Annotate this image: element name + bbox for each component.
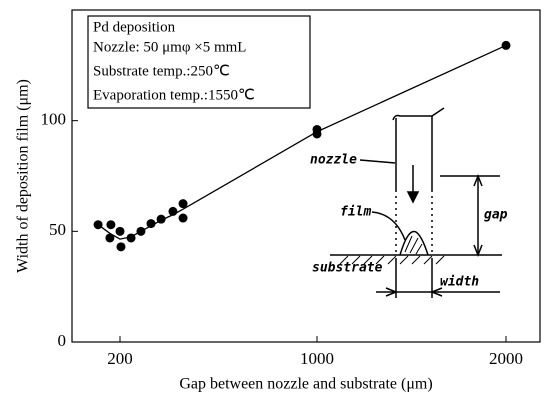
point xyxy=(312,129,322,139)
x-tick-label: 2000 xyxy=(489,349,523,368)
point xyxy=(105,233,115,243)
diagram-label: film xyxy=(340,205,371,220)
y-tick-label: 0 xyxy=(58,331,67,350)
annotation-box xyxy=(87,15,311,109)
x-tick-label: 1000 xyxy=(300,349,334,368)
line xyxy=(97,44,507,240)
annotation-line: Evaporation temp.:1550℃ xyxy=(93,87,255,103)
diagram-label: width xyxy=(440,275,479,290)
substrate-hatch xyxy=(339,255,445,265)
film-shape xyxy=(399,230,429,256)
diagram-label: substrate xyxy=(312,261,383,276)
x-tick-label: 200 xyxy=(107,349,133,368)
diagram xyxy=(330,107,502,298)
gap-arrowheads xyxy=(473,173,483,258)
pointer xyxy=(359,159,396,164)
point xyxy=(146,219,156,229)
pointer xyxy=(371,211,406,241)
point xyxy=(106,220,116,230)
diagram-label: nozzle xyxy=(310,153,357,168)
point xyxy=(178,199,188,209)
y-tick-label: 100 xyxy=(41,110,67,129)
x-axis-label: Gap between nozzle and substrate (μm) xyxy=(179,376,432,393)
point xyxy=(115,226,125,236)
y-tick-label: 50 xyxy=(49,220,66,239)
annotation-line: Nozzle: 50 μmφ ×5 mmL xyxy=(93,39,246,55)
y-axis-label: Width of deposition film (μm) xyxy=(15,79,32,273)
annotation-line: Pd deposition xyxy=(93,19,176,35)
diagram-label: gap xyxy=(484,208,508,223)
film-hatch xyxy=(404,235,423,255)
annotation-lines: Pd deposition Nozzle: 50 μmφ ×5 mmL Subs… xyxy=(93,19,255,103)
plot-frame xyxy=(71,9,541,343)
flow-arrowhead xyxy=(406,191,420,204)
nozzle-top xyxy=(392,107,445,121)
annotation-line: Substrate temp.:250℃ xyxy=(93,63,230,79)
point xyxy=(116,242,126,252)
width-arrowheads xyxy=(385,287,443,297)
point xyxy=(178,213,188,223)
